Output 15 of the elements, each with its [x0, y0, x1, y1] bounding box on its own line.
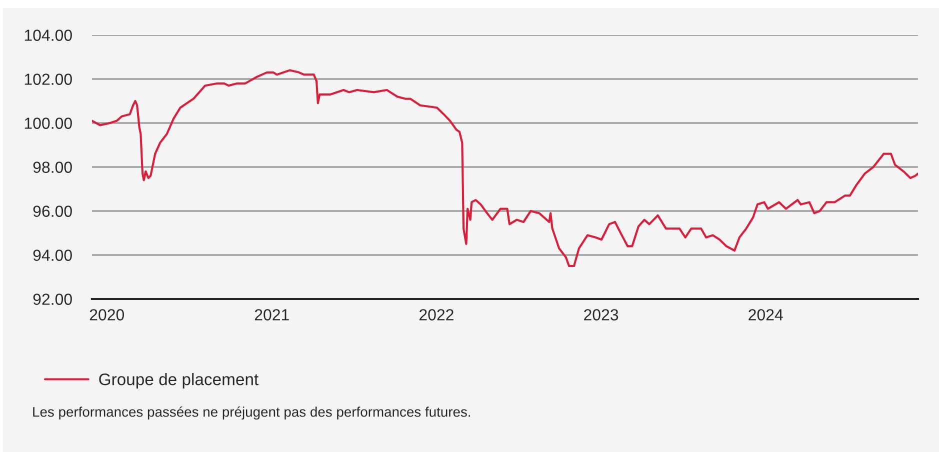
- y-tick-label: 100.00: [24, 118, 72, 129]
- legend-label: Groupe de placement: [99, 373, 258, 389]
- x-tick-label: 2023: [584, 309, 618, 320]
- y-tick-label: 102.00: [24, 74, 72, 85]
- x-tick-label: 2022: [420, 309, 454, 320]
- x-tick-label: 2024: [748, 309, 783, 320]
- line-series: [92, 69, 918, 268]
- y-tick-label: 96.00: [33, 206, 72, 217]
- x-tick-label: 2020: [90, 309, 124, 320]
- x-tick-label: 2021: [254, 309, 289, 320]
- y-tick-label: 104.00: [24, 30, 72, 41]
- y-tick-label: 94.00: [33, 250, 72, 261]
- y-tick-label: 98.00: [33, 162, 72, 173]
- y-tick-label: 92.00: [33, 294, 72, 305]
- text: Les performances passées ne préjugent pas des performances futures.: [33, 406, 470, 420]
